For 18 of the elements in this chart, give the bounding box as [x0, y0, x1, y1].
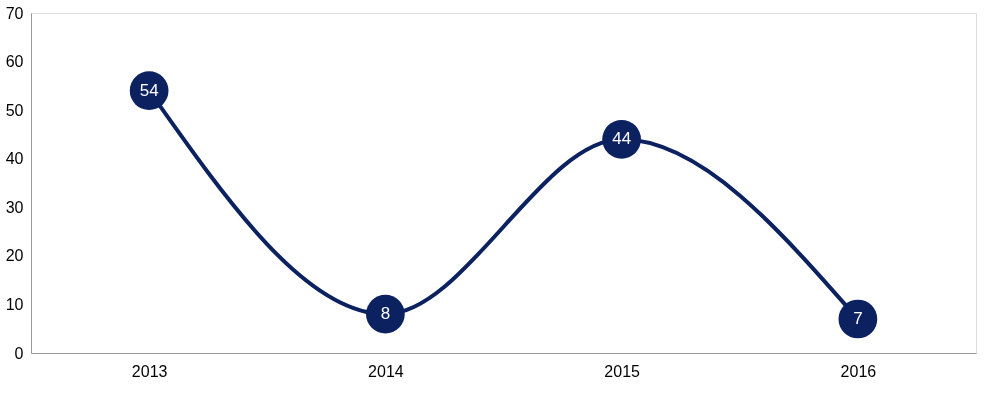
y-tick-label: 40 [5, 150, 24, 168]
y-tick-label: 30 [5, 198, 24, 216]
x-tick-label: 2015 [604, 362, 641, 380]
y-tick-label: 60 [5, 53, 24, 71]
point [838, 299, 878, 339]
data-label: 54 [139, 80, 159, 100]
y-tick-label: 50 [5, 101, 24, 119]
y-tick-label: 70 [5, 4, 24, 22]
data-label: 7 [853, 309, 863, 328]
data-label: 44 [612, 129, 632, 149]
y-tick-label: 20 [5, 247, 24, 265]
data-label: 8 [380, 304, 391, 324]
y-tick-label: 0 [14, 344, 24, 362]
x-tick-label: 2014 [368, 362, 404, 380]
y-tick-label: 10 [5, 295, 24, 313]
point [366, 294, 405, 334]
x-tick-label: 2013 [131, 362, 168, 380]
x-tick-label: 2016 [840, 362, 877, 380]
